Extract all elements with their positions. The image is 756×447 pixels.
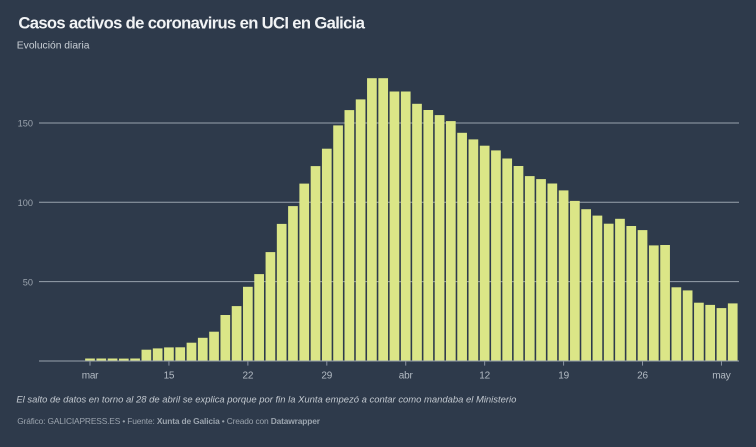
svg-text:29: 29 <box>321 370 332 381</box>
svg-text:Gráfico: GALICIAPRESS.ES • Fue: Gráfico: GALICIAPRESS.ES • Fuente: Xunta… <box>17 416 321 426</box>
svg-text:may: may <box>712 370 730 381</box>
svg-text:50: 50 <box>23 277 33 287</box>
svg-text:mar: mar <box>82 370 99 381</box>
svg-text:Evolución diaria: Evolución diaria <box>17 41 90 52</box>
svg-text:150: 150 <box>18 119 33 129</box>
svg-text:El salto de datos en torno al: El salto de datos en torno al 28 de abri… <box>16 395 516 406</box>
svg-text:Casos activos de coronavirus e: Casos activos de coronavirus en UCI en G… <box>18 14 365 33</box>
svg-text:26: 26 <box>637 370 648 381</box>
svg-text:22: 22 <box>242 370 253 381</box>
svg-text:15: 15 <box>164 370 175 381</box>
svg-text:abr: abr <box>399 370 414 381</box>
svg-text:12: 12 <box>479 370 490 381</box>
svg-text:19: 19 <box>558 370 569 381</box>
svg-text:100: 100 <box>18 198 33 208</box>
